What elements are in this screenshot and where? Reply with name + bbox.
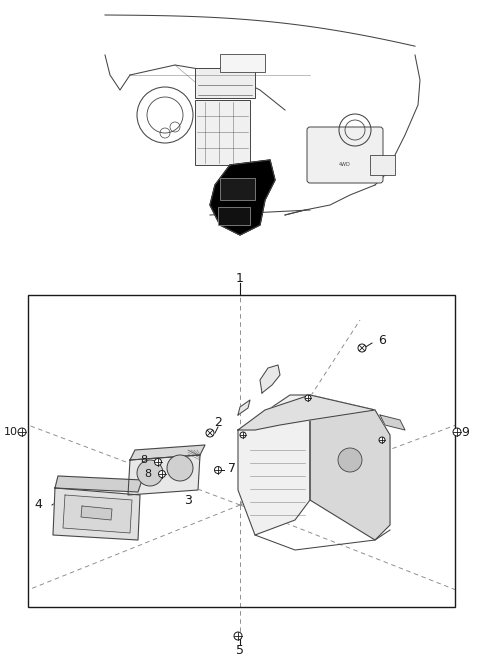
Polygon shape xyxy=(380,415,405,430)
Bar xyxy=(28,295,455,607)
Circle shape xyxy=(240,432,246,438)
Text: 9: 9 xyxy=(461,426,469,438)
Circle shape xyxy=(215,467,221,473)
Polygon shape xyxy=(238,395,375,430)
Polygon shape xyxy=(128,455,200,495)
Polygon shape xyxy=(210,160,275,235)
Text: 4: 4 xyxy=(34,499,42,511)
Bar xyxy=(370,155,395,175)
Text: 1: 1 xyxy=(236,272,244,284)
Circle shape xyxy=(167,455,193,481)
Text: 6: 6 xyxy=(378,333,386,347)
Polygon shape xyxy=(310,395,390,540)
Text: 4WD: 4WD xyxy=(339,163,351,167)
Text: 10: 10 xyxy=(4,427,18,437)
Polygon shape xyxy=(238,400,250,415)
Text: 5: 5 xyxy=(236,643,244,657)
Circle shape xyxy=(234,632,242,640)
Bar xyxy=(218,207,250,225)
Polygon shape xyxy=(53,488,140,540)
Polygon shape xyxy=(130,445,205,460)
Bar xyxy=(220,178,255,200)
Text: 8: 8 xyxy=(141,455,147,465)
Bar xyxy=(220,54,265,72)
FancyBboxPatch shape xyxy=(307,127,383,183)
Circle shape xyxy=(137,460,163,486)
Polygon shape xyxy=(238,395,310,535)
Text: 8: 8 xyxy=(144,469,152,479)
Circle shape xyxy=(305,395,311,401)
Circle shape xyxy=(453,428,461,436)
Circle shape xyxy=(155,459,161,465)
Polygon shape xyxy=(260,365,280,393)
Polygon shape xyxy=(81,506,112,520)
Polygon shape xyxy=(63,495,132,533)
Text: 2: 2 xyxy=(214,416,222,428)
Circle shape xyxy=(206,429,214,437)
Circle shape xyxy=(18,428,26,436)
Text: 3: 3 xyxy=(184,493,192,507)
Text: 7: 7 xyxy=(228,461,236,475)
Circle shape xyxy=(338,448,362,472)
Circle shape xyxy=(358,344,366,352)
Polygon shape xyxy=(55,476,142,492)
Circle shape xyxy=(379,437,385,443)
Bar xyxy=(195,100,250,165)
Bar xyxy=(195,68,255,98)
Circle shape xyxy=(158,471,166,477)
